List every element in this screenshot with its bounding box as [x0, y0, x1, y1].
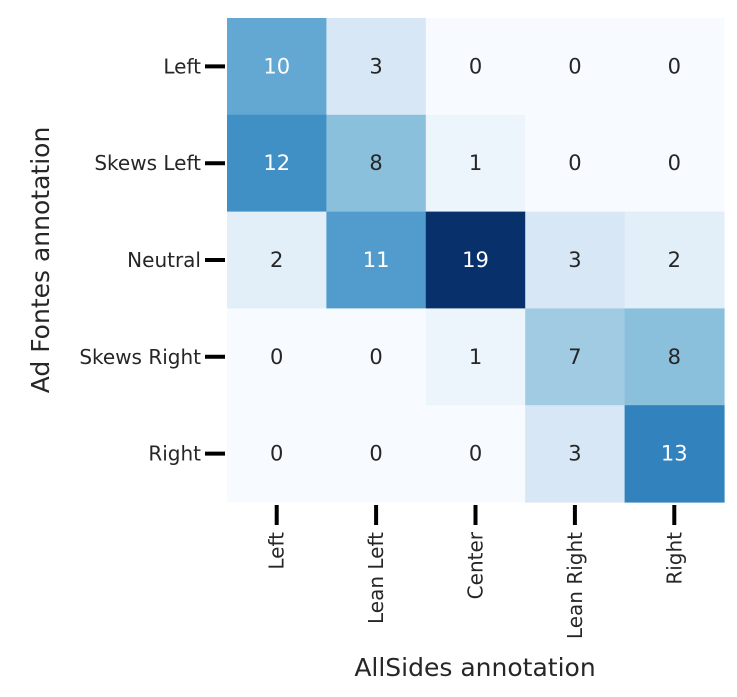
cell-value-label: 0: [270, 345, 283, 369]
y-tick-label: Left: [163, 54, 201, 78]
x-tick-label: Lean Left: [364, 532, 388, 624]
y-tick-label: Skews Right: [79, 345, 201, 369]
heatmap-cell-r4-c3: [525, 405, 626, 503]
heatmap-cell-r4-c4: [624, 405, 725, 503]
x-axis-title: AllSides annotation: [354, 653, 595, 682]
heatmap-cell-r1-c2: [425, 114, 526, 213]
cell-value-label: 2: [270, 248, 283, 272]
x-tick-label: Lean Right: [563, 532, 587, 639]
y-tick-label: Neutral: [127, 248, 201, 272]
heatmap-cell-r2-c2: [425, 211, 526, 309]
y-tick-label: Right: [148, 442, 201, 466]
cell-value-label: 1: [469, 345, 482, 369]
cell-value-label: 0: [270, 442, 283, 466]
cell-value-label: 3: [369, 54, 382, 78]
cell-value-label: 11: [363, 248, 390, 272]
cell-value-label: 2: [668, 248, 681, 272]
heatmap-cell-r2-c3: [525, 211, 626, 309]
cell-value-label: 8: [668, 345, 681, 369]
heatmap-cell-r1-c0: [227, 114, 327, 213]
cell-value-label: 0: [668, 54, 681, 78]
heatmap-cell-r2-c0: [227, 211, 327, 309]
heatmap-cell-r4-c1: [326, 405, 427, 503]
cell-value-label: 3: [568, 442, 581, 466]
x-axis: Left Lean Left Center Lean Right Right: [265, 505, 686, 639]
cell-value-labels: 10 3 0 0 012 8 1 0 02 11 19 3 20 0 1 7 80 0 0 3 13: [263, 54, 687, 465]
heatmap-cell-r0-c0: [227, 18, 327, 116]
cell-value-label: 8: [369, 151, 382, 175]
heatmap-cell-r4-c0: [227, 405, 327, 503]
heatmap-cells: [227, 18, 725, 503]
cell-value-label: 12: [263, 151, 290, 175]
heatmap-cell-r3-c0: [227, 308, 327, 406]
heatmap-cell-r3-c3: [525, 308, 626, 406]
cell-value-label: 13: [661, 442, 688, 466]
heatmap-cell-r0-c3: [525, 18, 626, 116]
heatmap-cell-r2-c1: [326, 211, 427, 309]
heatmap-cell-r3-c4: [624, 308, 725, 406]
heatmap-cell-r3-c2: [425, 308, 526, 406]
heatmap-cell-r2-c4: [624, 211, 725, 309]
cell-value-label: 7: [568, 345, 581, 369]
y-axis: Left Skews Left Neutral Skews Right Right: [79, 54, 225, 466]
heatmap-cell-r3-c1: [326, 308, 427, 406]
cell-value-label: 0: [469, 442, 482, 466]
x-tick-label: Left: [265, 532, 289, 570]
x-tick-label: Center: [464, 531, 488, 599]
cell-value-label: 0: [369, 442, 382, 466]
heatmap-cell-r0-c1: [326, 18, 427, 116]
heatmap-cell-r4-c2: [425, 405, 526, 503]
cell-value-label: 0: [668, 151, 681, 175]
cell-value-label: 0: [469, 54, 482, 78]
heatmap-cell-r1-c3: [525, 114, 626, 213]
heatmap-cell-r1-c4: [624, 114, 725, 213]
cell-value-label: 1: [469, 151, 482, 175]
heatmap-cell-r0-c4: [624, 18, 725, 116]
y-tick-label: Skews Left: [94, 151, 201, 175]
cell-value-label: 10: [263, 54, 290, 78]
cell-value-label: 0: [568, 151, 581, 175]
cell-value-label: 3: [568, 248, 581, 272]
cell-value-label: 19: [462, 248, 489, 272]
x-tick-label: Right: [662, 532, 686, 585]
cell-value-label: 0: [568, 54, 581, 78]
heatmap-cell-r1-c1: [326, 114, 427, 213]
y-axis-title: Ad Fontes annotation: [26, 127, 55, 394]
cell-value-label: 0: [369, 345, 382, 369]
heatmap-cell-r0-c2: [425, 18, 526, 116]
